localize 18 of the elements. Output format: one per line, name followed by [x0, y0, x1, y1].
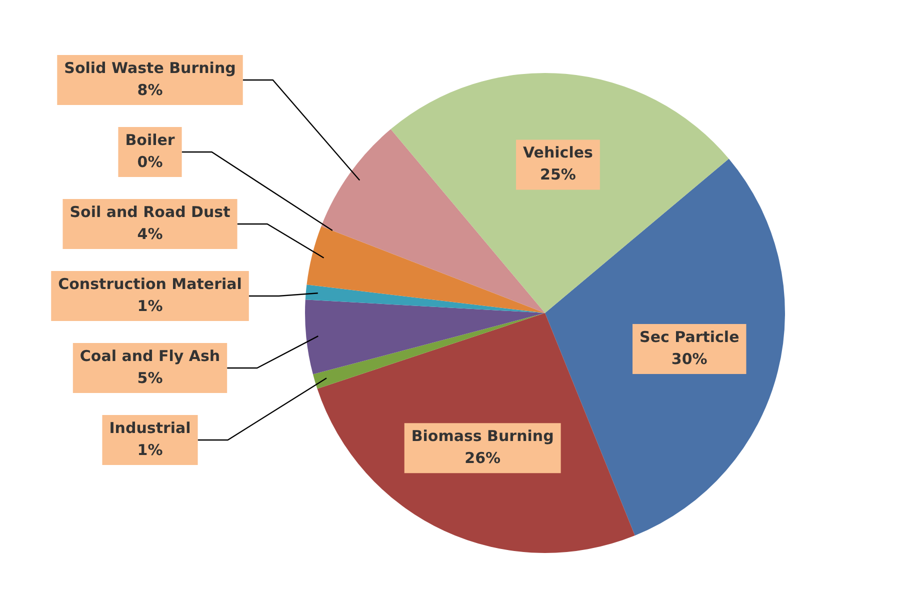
data-label: 5% [137, 368, 163, 387]
slice-label: Vehicles [523, 144, 593, 162]
data-label: 25% [540, 166, 576, 184]
text: 0% [137, 152, 163, 171]
data-label: 30% [671, 350, 708, 368]
data-label: 4% [137, 224, 163, 243]
data-label: 1% [137, 440, 163, 459]
slice-label: Coal and Fly Ash [80, 346, 220, 365]
data-label: 26% [464, 448, 501, 467]
slice-label: Industrial [109, 418, 191, 437]
slice-label: Construction Material [58, 274, 242, 293]
slice-label: Solid Waste Burning [64, 58, 236, 77]
slice-label: Biomass Burning [411, 426, 554, 445]
slice-label: Sec Particle [640, 328, 740, 346]
slice-label: Soil and Road Dust [70, 202, 230, 221]
data-label: 8% [137, 80, 163, 99]
data-label: 1% [137, 296, 163, 315]
category-label: Boiler [125, 130, 175, 149]
